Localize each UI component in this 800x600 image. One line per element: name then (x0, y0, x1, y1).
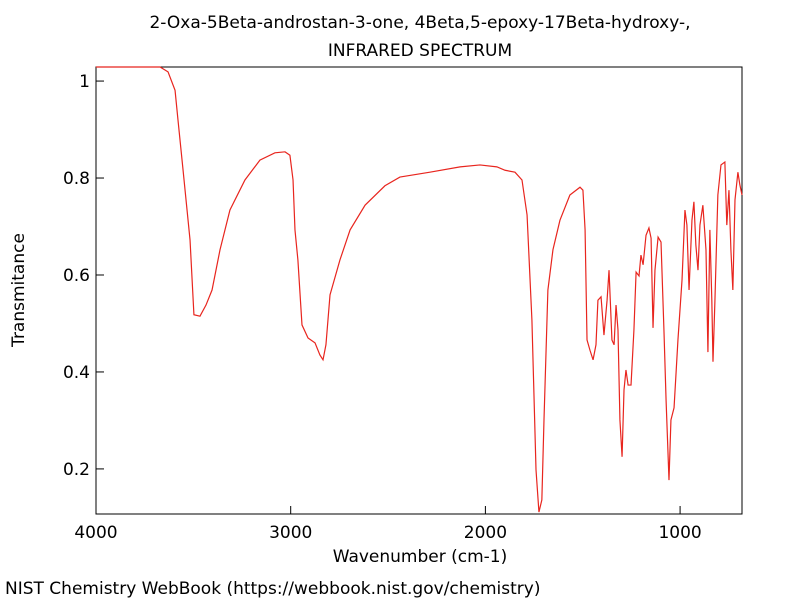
x-tick-label: 4000 (74, 523, 117, 543)
y-tick-label: 0.6 (63, 266, 90, 286)
y-axis-label: Transmitance (9, 233, 29, 348)
spectrum-line (96, 66, 743, 513)
chart-title: 2-Oxa-5Beta-androstan-3-one, 4Beta,5-epo… (149, 13, 690, 33)
x-tick-label: 2000 (464, 523, 507, 543)
y-tick-label: 1 (79, 72, 90, 92)
plot-frame (95, 66, 743, 515)
chart-subtitle: INFRARED SPECTRUM (328, 41, 512, 61)
y-tick-label: 0.4 (63, 363, 90, 383)
x-tick-label: 1000 (658, 523, 701, 543)
x-tick-label: 3000 (269, 523, 312, 543)
y-tick-label: 0.2 (63, 460, 90, 480)
y-tick-label: 0.8 (63, 169, 90, 189)
footer: NIST Chemistry WebBook (https://webbook.… (5, 579, 540, 599)
x-axis-label: Wavenumber (cm-1) (333, 547, 508, 567)
